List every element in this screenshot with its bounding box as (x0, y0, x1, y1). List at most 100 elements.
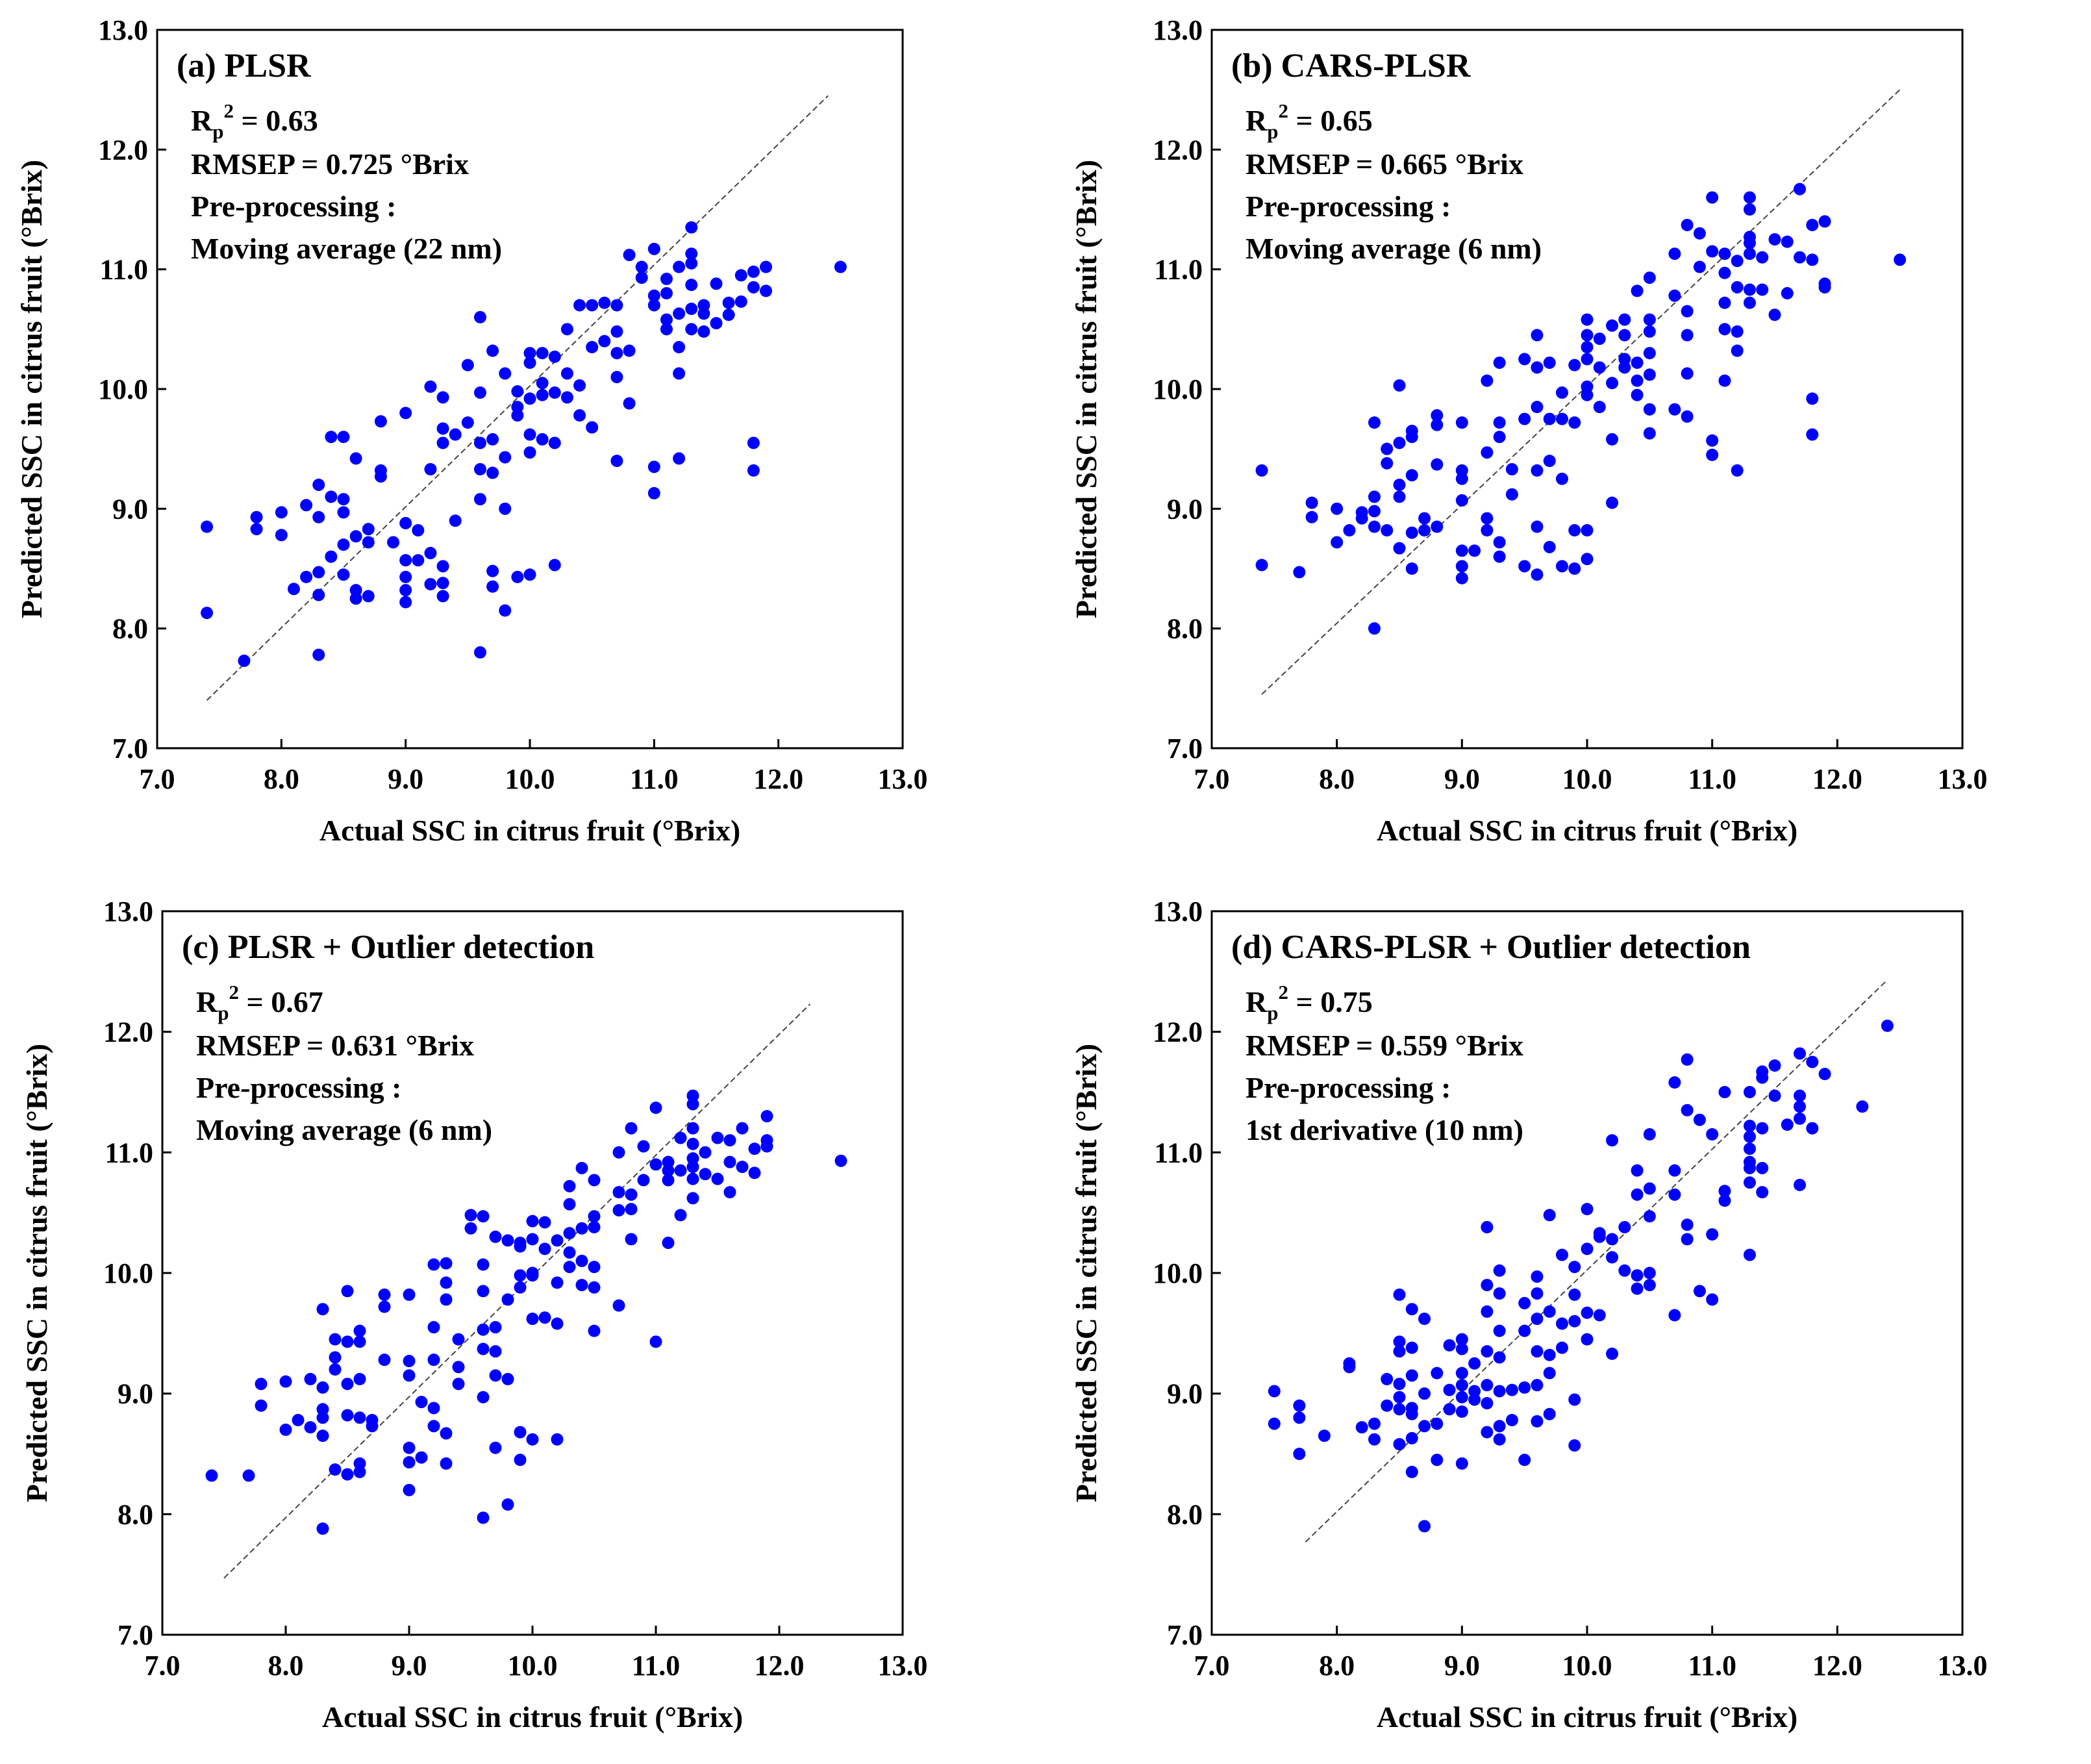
data-point (612, 1146, 625, 1159)
data-point (1381, 1372, 1394, 1385)
data-point (514, 1426, 527, 1439)
data-point (399, 407, 412, 420)
data-point (201, 607, 214, 620)
data-point (1468, 544, 1481, 557)
data-point (1555, 560, 1568, 573)
data-point (489, 1441, 502, 1454)
y-tick-label: 9.0 (1167, 493, 1203, 525)
data-point (1643, 271, 1656, 284)
y-tick-label: 7.0 (1167, 1619, 1203, 1651)
data-point (710, 317, 723, 330)
data-point (1305, 496, 1318, 509)
data-point (1718, 266, 1731, 279)
data-point (1731, 255, 1744, 268)
data-point (1681, 218, 1694, 231)
data-point (1693, 1285, 1706, 1298)
data-point (1418, 512, 1431, 525)
data-point (499, 451, 512, 464)
data-point (316, 1522, 329, 1535)
data-point (588, 1220, 601, 1233)
data-point (1443, 1339, 1456, 1352)
data-point (427, 1321, 440, 1334)
data-point (337, 568, 350, 581)
data-point (1355, 1421, 1368, 1434)
data-point (501, 1372, 514, 1385)
x-tick-label: 12.0 (1812, 1650, 1862, 1682)
data-point (686, 1089, 699, 1102)
data-point (378, 1354, 391, 1367)
data-point (1393, 1288, 1406, 1301)
data-point (1581, 1242, 1594, 1255)
data-point (316, 1303, 329, 1316)
data-point (647, 299, 660, 312)
data-point (1806, 392, 1819, 405)
data-point (1493, 416, 1506, 429)
data-point (1581, 553, 1594, 566)
data-point (279, 1375, 292, 1388)
data-point (1368, 416, 1381, 429)
data-point (205, 1469, 218, 1482)
data-point (588, 1261, 601, 1274)
data-point (477, 1258, 490, 1271)
data-point (501, 1234, 514, 1247)
data-point (403, 1369, 416, 1382)
data-point (548, 559, 561, 572)
x-axis-label: Actual SSC in citrus fruit (°Brix) (322, 1700, 743, 1733)
data-point (1293, 1411, 1306, 1424)
data-point (1718, 1185, 1731, 1198)
preprocessing-value: Moving average (6 nm) (196, 1113, 492, 1146)
data-point (312, 648, 325, 661)
data-point (250, 523, 263, 536)
data-point (325, 490, 338, 503)
data-point (1543, 455, 1556, 468)
data-point (734, 295, 747, 308)
data-point (563, 1227, 576, 1240)
data-point (1531, 1345, 1544, 1358)
data-point (1568, 1261, 1581, 1274)
data-point (399, 570, 412, 583)
data-point (674, 1209, 687, 1222)
data-point (1581, 1333, 1594, 1346)
data-point (1393, 1391, 1406, 1404)
data-point (723, 1155, 736, 1168)
data-point (1505, 1414, 1518, 1427)
data-point (275, 529, 288, 542)
data-point (1393, 436, 1406, 449)
data-point (1531, 568, 1544, 581)
data-point (662, 1174, 675, 1187)
data-point (1743, 1086, 1756, 1098)
data-point (1418, 1520, 1431, 1533)
data-point (1693, 227, 1706, 240)
data-point (523, 568, 536, 581)
data-point (1743, 1119, 1756, 1132)
data-point (760, 1110, 773, 1123)
data-point (1706, 245, 1719, 258)
data-point (436, 436, 449, 449)
data-point (1505, 463, 1518, 476)
data-point (1393, 1378, 1406, 1391)
data-point (1818, 215, 1831, 228)
data-point (662, 1237, 675, 1250)
data-point (747, 464, 760, 477)
data-point (1743, 1142, 1756, 1155)
data-point (1681, 1053, 1694, 1066)
data-point (489, 1369, 502, 1382)
data-point (588, 1174, 601, 1187)
data-point (588, 1281, 601, 1294)
data-point (1431, 520, 1444, 533)
preprocessing-value: 1st derivative (10 nm) (1246, 1113, 1523, 1146)
data-point (427, 1258, 440, 1271)
data-point (573, 409, 586, 422)
data-point (1756, 283, 1769, 296)
y-tick-label: 12.0 (103, 1016, 153, 1048)
data-point (449, 514, 462, 527)
data-point (403, 1483, 416, 1496)
data-point (1381, 1399, 1394, 1412)
data-point (1668, 289, 1681, 302)
data-point (711, 1172, 724, 1185)
data-point (300, 499, 313, 512)
data-point (1531, 1287, 1544, 1300)
data-point (312, 588, 325, 601)
x-axis-label: Actual SSC in citrus fruit (°Brix) (319, 814, 740, 847)
data-point (1405, 526, 1418, 539)
